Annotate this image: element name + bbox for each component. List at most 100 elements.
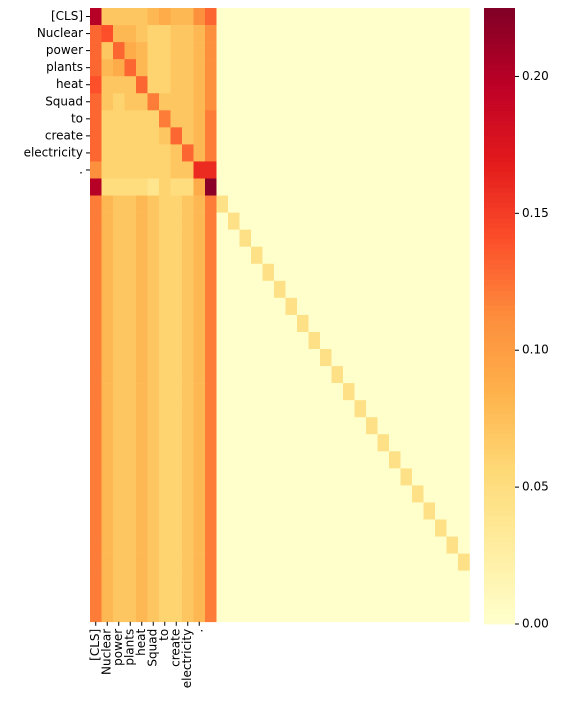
heatmap-cell-r0-c28 xyxy=(412,8,424,26)
heatmap-cell-r9-c10 xyxy=(205,161,217,179)
heatmap-cell-r4-c30 xyxy=(435,76,447,94)
heatmap-cell-r19-c8 xyxy=(182,331,194,350)
heatmap-cell-r20-c15 xyxy=(262,349,275,367)
heatmap-cell-r17-c15 xyxy=(262,297,275,316)
heatmap-cell-r18-c32 xyxy=(458,314,470,333)
heatmap-cell-r2-c18 xyxy=(297,42,309,60)
heatmap-cell-r2-c16 xyxy=(274,42,286,60)
heatmap-cell-r5-c13 xyxy=(239,93,252,111)
heatmap-cell-r3-c16 xyxy=(274,59,286,77)
heatmap-cell-r27-c9 xyxy=(193,468,206,486)
heatmap-cell-r9-c14 xyxy=(251,161,263,179)
colorbar-segment xyxy=(484,285,515,291)
heatmap-cell-r6-c5 xyxy=(147,110,160,128)
heatmap-cell-r21-c31 xyxy=(446,366,459,384)
heatmap-cell-r35-c8 xyxy=(182,604,194,623)
heatmap-cell-r11-c15 xyxy=(262,195,275,213)
heatmap-cell-r26-c17 xyxy=(285,451,298,469)
heatmap-cell-r13-c26 xyxy=(389,229,401,247)
heatmap-cell-r18-c3 xyxy=(124,314,137,333)
heatmap-cell-r15-c31 xyxy=(446,263,459,282)
heatmap-cell-r7-c1 xyxy=(101,127,114,145)
heatmap-cell-r3-c26 xyxy=(389,59,401,77)
heatmap-cell-r21-c1 xyxy=(101,366,114,384)
colorbar-segment xyxy=(484,346,515,353)
heatmap-cell-r34-c6 xyxy=(159,587,171,606)
row-tick-label: Squad xyxy=(45,94,83,108)
heatmap-cell-r23-c6 xyxy=(159,400,171,418)
heatmap-cell-r2-c4 xyxy=(136,42,148,60)
heatmap-cell-r24-c23 xyxy=(354,417,367,435)
heatmap-cell-r1-c1 xyxy=(101,25,114,43)
heatmap-cell-r2-c22 xyxy=(343,42,355,60)
heatmap-cell-r33-c0 xyxy=(90,570,102,588)
heatmap-cell-r22-c28 xyxy=(412,383,424,401)
colorbar-segment xyxy=(484,428,515,435)
heatmap-cell-r22-c19 xyxy=(308,383,321,401)
heatmap-cell-r24-c26 xyxy=(389,417,401,435)
heatmap-cell-r11-c22 xyxy=(343,195,355,213)
heatmap-cell-r13-c27 xyxy=(400,229,413,247)
heatmap-cell-r19-c26 xyxy=(389,331,401,350)
heatmap-cell-r2-c30 xyxy=(435,42,447,60)
heatmap-cell-r35-c23 xyxy=(354,604,367,623)
heatmap-cell-r25-c4 xyxy=(136,434,148,452)
heatmap-cell-r6-c20 xyxy=(320,110,332,128)
heatmap-cell-r34-c22 xyxy=(343,587,355,606)
heatmap-cell-r2-c15 xyxy=(262,42,275,60)
heatmap-cell-r1-c28 xyxy=(412,25,424,43)
heatmap-cell-r8-c0 xyxy=(90,144,102,162)
heatmap-cell-r5-c24 xyxy=(366,93,378,111)
heatmap-cell-r14-c1 xyxy=(101,246,114,265)
heatmap-cell-r8-c13 xyxy=(239,144,252,162)
heatmap-cell-r7-c5 xyxy=(147,127,160,145)
heatmap-cell-r24-c4 xyxy=(136,417,148,435)
heatmap-cell-r35-c19 xyxy=(308,604,321,623)
colorbar-segment xyxy=(484,259,515,266)
heatmap-cell-r11-c13 xyxy=(239,195,252,213)
heatmap-cell-r6-c13 xyxy=(239,110,252,128)
heatmap-cell-r13-c31 xyxy=(446,229,459,247)
heatmap-cell-r28-c27 xyxy=(400,485,413,503)
heatmap-cell-r34-c21 xyxy=(331,587,344,606)
heatmap-cell-r13-c8 xyxy=(182,229,194,247)
heatmap-cell-r27-c5 xyxy=(147,468,160,486)
heatmap-cell-r32-c13 xyxy=(239,553,252,571)
heatmap-cell-r27-c20 xyxy=(320,468,332,486)
colorbar-segment xyxy=(484,18,515,24)
heatmap-cell-r18-c5 xyxy=(147,314,160,333)
heatmap-cell-r31-c22 xyxy=(343,536,355,554)
heatmap-cell-r4-c24 xyxy=(366,76,378,94)
heatmap-cell-r7-c18 xyxy=(297,127,309,145)
heatmap-cell-r35-c14 xyxy=(251,604,263,623)
heatmap-cell-r3-c5 xyxy=(147,59,160,77)
heatmap-cell-r5-c28 xyxy=(412,93,424,111)
heatmap-cell-r4-c22 xyxy=(343,76,355,94)
heatmap-cell-r11-c30 xyxy=(435,195,447,213)
heatmap-cell-r29-c7 xyxy=(170,502,183,520)
colorbar-segment xyxy=(484,69,515,76)
heatmap-cell-r0-c2 xyxy=(113,8,125,26)
heatmap-cell-r34-c32 xyxy=(458,587,470,606)
heatmap-cell-r29-c32 xyxy=(458,502,470,520)
heatmap-cell-r35-c2 xyxy=(113,604,125,623)
heatmap-cell-r2-c25 xyxy=(377,42,390,60)
heatmap-cell-r28-c6 xyxy=(159,485,171,503)
colorbar-segment xyxy=(484,536,515,543)
heatmap-cell-r24-c31 xyxy=(446,417,459,435)
heatmap-cell-r29-c19 xyxy=(308,502,321,520)
heatmap-cell-r12-c2 xyxy=(113,212,125,230)
heatmap-cell-r32-c0 xyxy=(90,553,102,571)
heatmap-cell-r31-c3 xyxy=(124,536,137,554)
heatmap-cell-r18-c1 xyxy=(101,314,114,333)
heatmap-cell-r33-c4 xyxy=(136,570,148,588)
heatmap-cell-r20-c17 xyxy=(285,349,298,367)
heatmap-cell-r1-c5 xyxy=(147,25,160,43)
heatmap-cell-r28-c17 xyxy=(285,485,298,503)
heatmap-cell-r21-c26 xyxy=(389,366,401,384)
heatmap-cell-r23-c16 xyxy=(274,400,286,418)
heatmap-cell-r6-c12 xyxy=(228,110,240,128)
heatmap-cell-r24-c12 xyxy=(228,417,240,435)
heatmap-cell-r23-c22 xyxy=(343,400,355,418)
heatmap-cell-r25-c15 xyxy=(262,434,275,452)
